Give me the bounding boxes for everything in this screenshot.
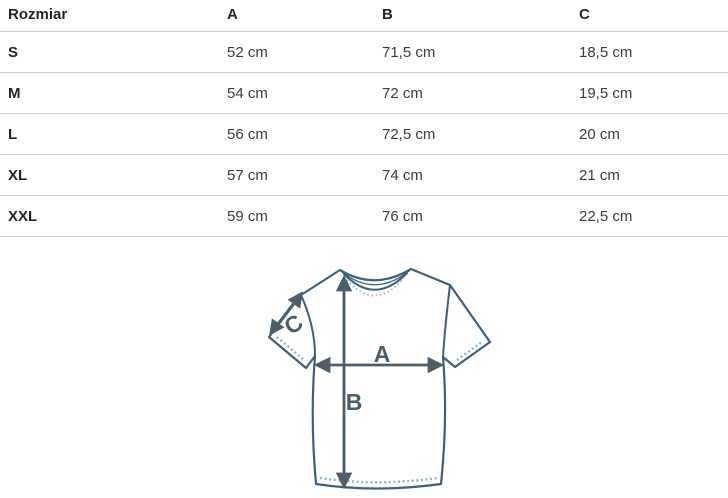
header-rozmiar: Rozmiar [0,0,219,32]
value-a-cell: 52 cm [219,31,374,73]
value-a-cell: 57 cm [219,154,374,196]
value-a-cell: 54 cm [219,72,374,114]
size-cell: S [0,31,219,73]
table-row: M 54 cm 72 cm 19,5 cm [0,72,728,114]
arrowhead-left-icon [313,356,331,374]
value-b-cell: 76 cm [374,195,571,237]
left-sleeve-hem-stitch [276,336,305,361]
table-row: S 52 cm 71,5 cm 18,5 cm [0,31,728,73]
header-c: C [571,0,728,32]
shirt-body-path [267,267,492,490]
collar-stitch [346,277,405,297]
size-cell: XL [0,154,219,196]
tshirt-diagram-icon: A B C [267,267,492,490]
value-c-cell: 19,5 cm [571,72,728,114]
left-sleeve-seam [300,294,316,357]
right-sleeve-seam [442,284,451,358]
right-sleeve-hem-stitch [456,341,483,361]
value-b-cell: 72,5 cm [374,113,571,155]
table-row: L 56 cm 72,5 cm 20 cm [0,113,728,155]
measure-arrow-a [313,356,445,374]
table-row: XXL 59 cm 76 cm 22,5 cm [0,195,728,237]
measure-arrow-b [335,274,353,490]
size-cell: XXL [0,195,219,237]
arrowhead-lower-icon [269,318,285,336]
arrowhead-up-icon [335,274,353,292]
arrowhead-right-icon [427,356,445,374]
size-table: Rozmiar A B C S 52 cm 71,5 cm 18,5 cm M … [0,0,728,237]
size-cell: M [0,72,219,114]
table-row: XL 57 cm 74 cm 21 cm [0,154,728,196]
value-c-cell: 21 cm [571,154,728,196]
size-table-header-row: Rozmiar A B C [0,0,728,32]
value-c-cell: 18,5 cm [571,31,728,73]
value-b-cell: 72 cm [374,72,571,114]
collar-band-middle [341,270,410,286]
measure-label-b: B [346,389,363,415]
collar-band-bottom [343,272,408,291]
arrowhead-upper-icon [287,291,303,309]
stitching-lines [276,277,483,484]
measure-label-a: A [374,341,391,367]
value-b-cell: 74 cm [374,154,571,196]
shirt-outline [267,267,492,490]
arrowhead-down-icon [335,472,353,490]
measure-arrow-c [269,291,303,336]
tshirt-measurement-diagram: A B C [253,248,495,498]
value-c-cell: 22,5 cm [571,195,728,237]
header-b: B [374,0,571,32]
header-a: A [219,0,374,32]
size-cell: L [0,113,219,155]
value-c-cell: 20 cm [571,113,728,155]
value-a-cell: 59 cm [219,195,374,237]
value-b-cell: 71,5 cm [374,31,571,73]
value-a-cell: 56 cm [219,113,374,155]
